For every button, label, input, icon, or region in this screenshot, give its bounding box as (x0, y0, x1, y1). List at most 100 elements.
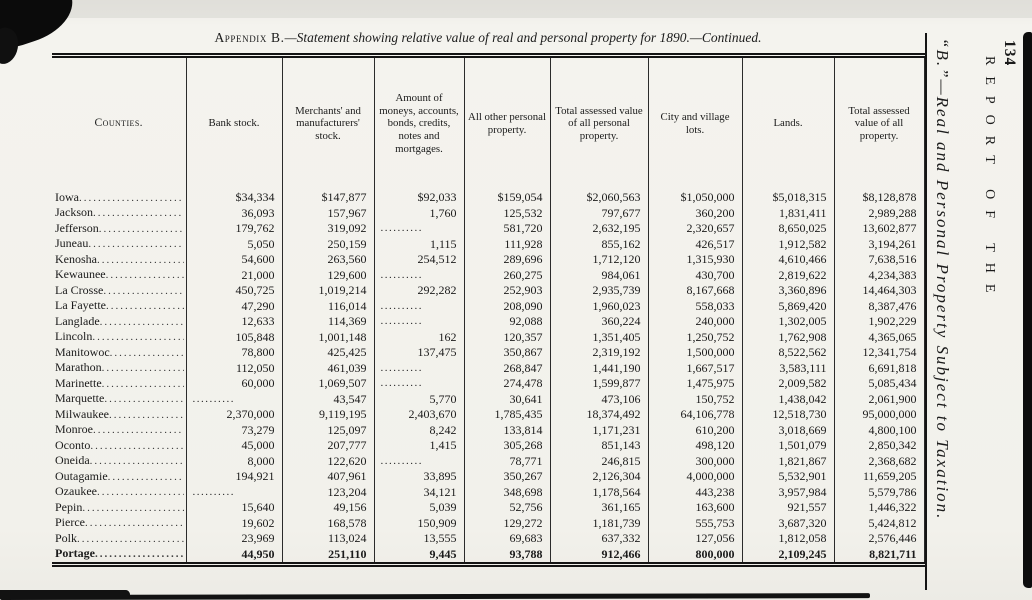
value-cell: 13,555 (373, 530, 464, 546)
appendix-label: Appendix B. (214, 30, 285, 45)
value-cell: 69,683 (463, 530, 550, 546)
value-cell: 851,143 (549, 437, 648, 453)
county-label: Jefferson (55, 220, 99, 235)
value-cell: 407,961 (281, 468, 374, 484)
dotted-leader (77, 531, 183, 547)
value-cell: $147,877 (281, 189, 374, 205)
column-header-total-all: Total assessed value of all property. (833, 55, 924, 190)
county-label: Ozaukee (55, 484, 97, 498)
value-cell: $34,334 (185, 189, 282, 205)
value-cell: 2,403,670 (373, 406, 464, 422)
county-label: Portage (55, 546, 95, 560)
value-cell: 1,302,005 (741, 313, 834, 329)
value-cell: 7,638,516 (833, 251, 924, 267)
value-cell: 44,950 (185, 546, 282, 564)
value-cell: 252,903 (463, 282, 550, 298)
value-cell: 1,912,582 (741, 236, 834, 252)
county-label: Oconto (55, 437, 91, 452)
value-cell: 1,599,877 (549, 375, 648, 391)
value-cell: 1,250,752 (647, 329, 742, 345)
value-cell: 1,475,975 (647, 375, 742, 391)
county-cell: Oneida (52, 453, 186, 469)
value-cell: 137,475 (373, 344, 464, 360)
value-cell: 1,001,148 (281, 329, 374, 345)
value-cell: 300,000 (647, 453, 742, 469)
value-cell: 1,762,908 (741, 329, 834, 345)
value-cell: 9,119,195 (281, 406, 374, 422)
value-cell: $159,054 (463, 189, 550, 205)
county-label: Oneida (55, 453, 90, 467)
value-cell: 21,000 (185, 267, 282, 283)
value-cell: 208,090 (463, 298, 550, 314)
value-cell: 637,332 (549, 530, 648, 546)
county-label: La Fayette (55, 298, 106, 312)
table-body: Iowa $34,334$147,877$92,033$159,054$2,060… (52, 189, 924, 564)
value-cell: 5,532,901 (741, 468, 834, 484)
value-cell: 2,320,657 (647, 220, 742, 236)
table-row: Kenosha 54,600263,560254,512289,6961,712,… (52, 251, 924, 267)
dotted-leader (93, 422, 184, 438)
property-value-table: Counties. Bank stock. Merchants' and man… (52, 53, 925, 567)
value-cell: 52,756 (463, 499, 550, 515)
county-cell: Jackson (52, 205, 186, 221)
scan-artifact-top-strip (0, 0, 1032, 18)
value-cell: 13,602,877 (833, 220, 924, 236)
county-cell: Oconto (52, 438, 186, 454)
value-cell: 855,162 (549, 236, 648, 252)
value-cell: 122,620 (281, 453, 374, 469)
value-cell: 3,018,669 (741, 422, 834, 438)
county-label: Outagamie (55, 468, 108, 483)
county-label: Pierce (55, 515, 85, 529)
value-cell: 92,088 (463, 313, 550, 329)
value-cell: .......... (373, 313, 464, 329)
table-row: La Crosse 450,7251,019,214292,282252,9032… (52, 282, 924, 298)
value-cell: 12,341,754 (833, 344, 924, 360)
value-cell: 3,360,896 (741, 282, 834, 298)
value-cell: 19,602 (185, 515, 282, 531)
value-cell: 1,831,411 (741, 205, 834, 221)
county-cell: Pepin (52, 500, 186, 516)
value-cell: .......... (185, 391, 282, 407)
dotted-leader (106, 267, 184, 283)
column-header-bank-stock: Bank stock. (185, 55, 282, 190)
value-cell: 5,050 (185, 236, 282, 252)
column-header-merchants-stock: Merchants' and manufacturers' stock. (281, 55, 374, 190)
column-header-counties: Counties. (94, 116, 143, 130)
county-label: Lincoln (55, 329, 93, 343)
value-cell: 8,000 (185, 453, 282, 469)
county-cell: Manitowoc (52, 345, 186, 361)
value-cell: 2,319,192 (549, 344, 648, 360)
dotted-leader (95, 546, 184, 562)
county-label: Marquette (55, 391, 105, 405)
value-cell: 18,374,492 (549, 406, 648, 422)
value-cell: 1,351,405 (549, 329, 648, 345)
value-cell: 12,518,730 (741, 406, 834, 422)
table-row: Outagamie 194,921407,96133,895350,2672,12… (52, 468, 924, 484)
dotted-leader (110, 345, 184, 361)
value-cell: 3,957,984 (741, 484, 834, 500)
value-cell: 162 (373, 329, 464, 345)
value-cell: 1,315,930 (647, 251, 742, 267)
value-cell: 263,560 (281, 251, 374, 267)
running-head: REPORT OF THE (982, 56, 997, 304)
county-cell: Jefferson (52, 221, 186, 237)
table-row: Jackson 36,093157,9671,760125,532797,6773… (52, 205, 924, 221)
value-cell: .......... (373, 360, 464, 376)
county-label: Pepin (55, 499, 83, 514)
county-label: Jackson (55, 205, 93, 219)
value-cell: 289,696 (463, 251, 550, 267)
value-cell: .......... (373, 453, 464, 469)
value-cell: 14,464,303 (833, 282, 924, 298)
value-cell: 120,357 (463, 329, 550, 345)
county-cell: Marinette (52, 376, 186, 392)
value-cell: 5,869,420 (741, 298, 834, 314)
value-cell: 150,752 (647, 391, 742, 407)
table-row: Marquette..........43,5475,77030,641473,… (52, 391, 924, 407)
value-cell: 348,698 (463, 484, 550, 500)
value-cell: 113,024 (281, 530, 374, 546)
value-cell: .......... (373, 267, 464, 283)
value-cell: 2,935,739 (549, 282, 648, 298)
dotted-leader (106, 298, 184, 314)
value-cell: 47,290 (185, 298, 282, 314)
county-label: Monroe (55, 422, 93, 436)
